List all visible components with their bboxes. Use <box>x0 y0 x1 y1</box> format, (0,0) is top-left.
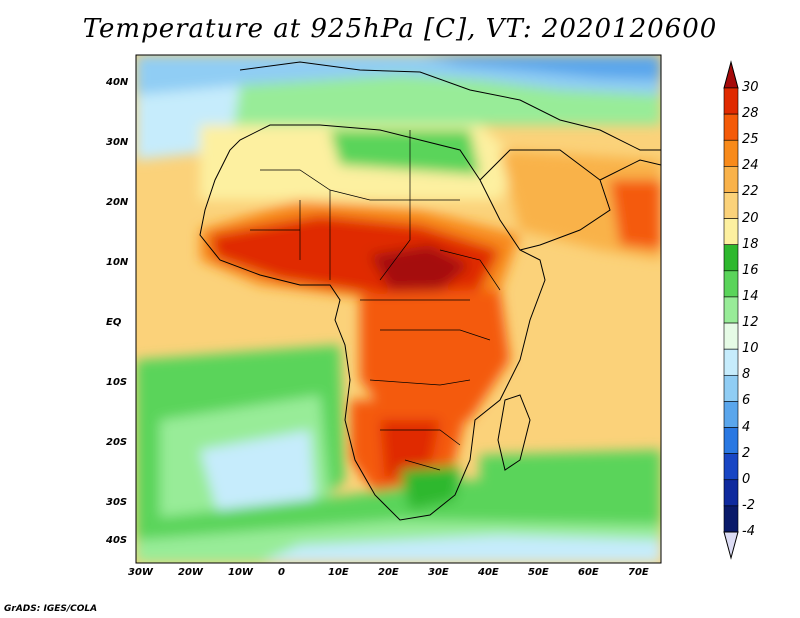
colorbar-max-triangle <box>724 62 738 88</box>
colorbar-bin <box>724 271 738 297</box>
colorbar <box>724 62 738 558</box>
colorbar-label: 12 <box>742 315 759 330</box>
colorbar-bin <box>724 88 738 114</box>
colorbar-label: 28 <box>742 106 759 121</box>
colorbar-bin <box>724 166 738 192</box>
colorbar-label: 10 <box>742 341 759 356</box>
colorbar-bin <box>724 454 738 480</box>
colorbar-label: 2 <box>742 446 750 461</box>
lon-tick-label: 30W <box>128 567 153 578</box>
colorbar-label: 20 <box>742 211 759 226</box>
colorbar-bin <box>724 245 738 271</box>
colorbar-bin <box>724 401 738 427</box>
colorbar-label: 30 <box>742 80 759 95</box>
colorbar-label: -4 <box>742 524 755 539</box>
colorbar-label: 22 <box>742 184 759 199</box>
lat-tick-label: 40N <box>106 77 128 88</box>
colorbar-label: 25 <box>742 132 759 147</box>
lon-tick-label: 20E <box>378 567 399 578</box>
lat-tick-label: 10S <box>106 377 127 388</box>
lat-tick-label: 20S <box>106 437 127 448</box>
colorbar-bin <box>724 375 738 401</box>
lon-tick-label: 20W <box>178 567 203 578</box>
colorbar-bin <box>724 297 738 323</box>
lon-tick-label: 0 <box>278 567 285 578</box>
colorbar-bin <box>724 480 738 506</box>
lon-tick-label: 50E <box>528 567 549 578</box>
colorbar-bin <box>724 323 738 349</box>
colorbar-bin <box>724 428 738 454</box>
lon-tick-label: 30E <box>428 567 449 578</box>
colorbar-bin <box>724 506 738 532</box>
lat-tick-label: EQ <box>106 317 121 328</box>
colorbar-bin <box>724 349 738 375</box>
lon-tick-label: 10W <box>228 567 253 578</box>
colorbar-bin <box>724 192 738 218</box>
colorbar-label: 16 <box>742 263 759 278</box>
lat-tick-label: 30N <box>106 137 128 148</box>
lat-tick-label: 10N <box>106 257 128 268</box>
lat-tick-label: 40S <box>106 535 127 546</box>
colorbar-bin <box>724 140 738 166</box>
lon-tick-label: 10E <box>328 567 349 578</box>
colorbar-label: 6 <box>742 393 750 408</box>
lon-tick-label: 40E <box>478 567 499 578</box>
lat-tick-label: 20N <box>106 197 128 208</box>
colorbar-label: 24 <box>742 158 759 173</box>
map-field <box>136 55 661 563</box>
colorbar-label: 0 <box>742 472 750 487</box>
colorbar-label: 8 <box>742 367 750 382</box>
lon-tick-label: 70E <box>628 567 649 578</box>
credit-text: GrADS: IGES/COLA <box>4 604 97 614</box>
colorbar-bin <box>724 219 738 245</box>
colorbar-label: 4 <box>742 420 750 435</box>
lon-tick-label: 60E <box>578 567 599 578</box>
colorbar-min-triangle <box>724 532 738 558</box>
colorbar-bin <box>724 114 738 140</box>
colorbar-label: 14 <box>742 289 759 304</box>
colorbar-label: -2 <box>742 498 755 513</box>
lat-tick-label: 30S <box>106 497 127 508</box>
colorbar-label: 18 <box>742 237 759 252</box>
